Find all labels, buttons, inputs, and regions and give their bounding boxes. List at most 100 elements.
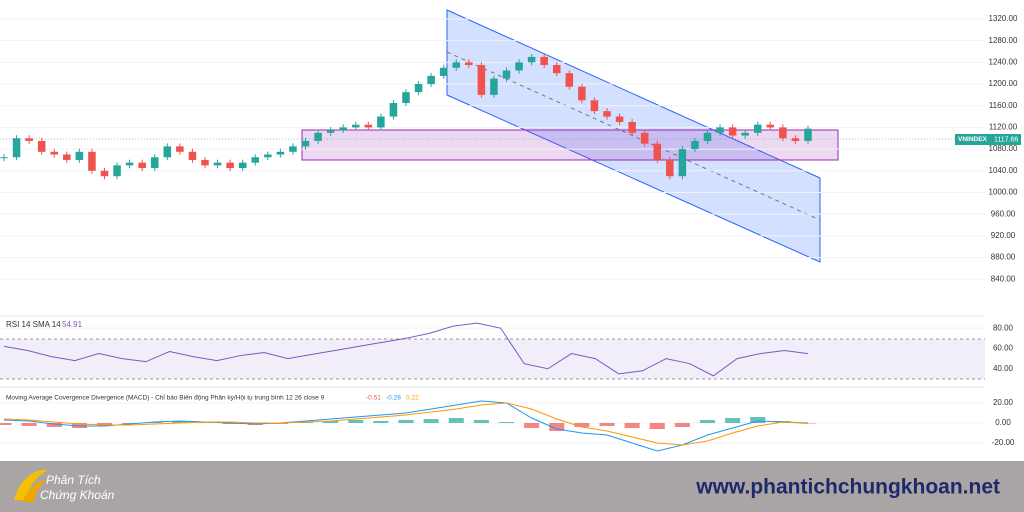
candle (666, 159, 674, 177)
histogram-bar (649, 423, 665, 429)
candle (88, 151, 96, 171)
y-tick-label: 1320.00 (989, 14, 1018, 23)
price-tag (955, 134, 1021, 145)
macd-line (3, 402, 809, 446)
candle (678, 149, 687, 177)
y-tick-label: 1240.00 (989, 57, 1018, 66)
candle (314, 132, 322, 141)
candle (452, 62, 461, 68)
candle (603, 111, 611, 117)
y-tick-label: 1000.00 (989, 188, 1018, 197)
histogram-bar (599, 423, 615, 426)
website: www.phantichchungkhoan.net (695, 476, 1000, 499)
candle (289, 146, 297, 152)
candle (213, 162, 222, 166)
candle (414, 84, 423, 93)
candle (427, 75, 435, 85)
candle (753, 124, 762, 133)
candle (50, 151, 59, 155)
candle (201, 159, 209, 166)
candle (515, 62, 523, 71)
histogram-bar (473, 420, 489, 423)
candle (251, 157, 260, 163)
candle (37, 140, 46, 152)
histogram-bar (348, 420, 364, 423)
candle (339, 127, 347, 131)
candle (389, 103, 398, 117)
footer (0, 461, 1024, 512)
candle (188, 151, 197, 160)
candle (12, 138, 21, 158)
candle (25, 138, 33, 141)
macd-hist-value: -0.51 (366, 395, 381, 402)
candle (276, 151, 285, 155)
candle (490, 78, 498, 95)
macd-title: Moving Average Covergence Divergence (MA… (6, 393, 325, 402)
rsi-title: RSI 14 SMA 14 (6, 320, 61, 329)
candle (138, 162, 146, 169)
y-tick-label: 1160.00 (989, 101, 1018, 110)
candle (628, 121, 636, 133)
candle (364, 124, 373, 128)
signal-value: 0.22 (406, 395, 419, 402)
y-tick-label: 1080.00 (989, 144, 1018, 153)
candle (0, 157, 8, 159)
y-tick-label: 60.00 (993, 344, 1014, 353)
histogram-bar (574, 423, 590, 427)
candle (502, 70, 511, 79)
candle (63, 154, 71, 160)
candle (264, 154, 272, 158)
candle (779, 127, 787, 139)
histogram-bar (725, 418, 741, 423)
candle (578, 86, 586, 101)
candle (791, 138, 800, 141)
plot: 1320.00 1280.00 1240.00 1200.00 1160.00 1120.… (0, 14, 1018, 452)
candle (590, 100, 599, 112)
candle (691, 140, 699, 150)
candle (125, 162, 134, 166)
candle (552, 65, 561, 74)
histogram-bar (750, 417, 766, 423)
y-tick-label: -20.00 (992, 438, 1015, 447)
candle (163, 146, 172, 158)
regression-channel (446, 9, 821, 263)
y-tick-label: 840.00 (991, 274, 1016, 283)
histogram-bar (423, 419, 439, 423)
candle (565, 73, 574, 87)
symbol-label: VNINDEX (958, 136, 988, 143)
y-tick-label: 80.00 (993, 323, 1014, 332)
y-tick-label: 960.00 (991, 209, 1016, 218)
candle (377, 116, 385, 128)
candle (540, 56, 548, 66)
y-tick-label: 40.00 (993, 364, 1014, 373)
logo-swirl (14, 469, 48, 500)
histogram-bar (21, 423, 37, 426)
candle (150, 157, 159, 169)
candle (465, 62, 473, 66)
histogram-bar (498, 422, 515, 423)
histogram-bar (323, 421, 339, 423)
histogram-bar (524, 423, 540, 428)
candle (766, 124, 775, 128)
histogram-bar (699, 420, 716, 423)
y-tick-label: 880.00 (991, 253, 1016, 262)
candle (653, 143, 662, 160)
y-tick-label: 1280.00 (989, 36, 1018, 45)
rsi-line (3, 322, 809, 377)
macd-line (3, 400, 809, 452)
candle (439, 67, 448, 76)
candle (615, 116, 624, 122)
y-tick-label: 920.00 (991, 231, 1016, 240)
histogram-bar (624, 423, 640, 428)
candle (527, 56, 536, 63)
candle (640, 132, 649, 144)
y-tick-label: 1120.00 (989, 123, 1018, 132)
candle (226, 162, 234, 169)
candle (728, 127, 737, 136)
candle (477, 65, 486, 95)
candle (113, 165, 121, 177)
candle (804, 128, 812, 141)
candle (716, 127, 724, 133)
last-price-label: 1117.66 (994, 136, 1018, 143)
